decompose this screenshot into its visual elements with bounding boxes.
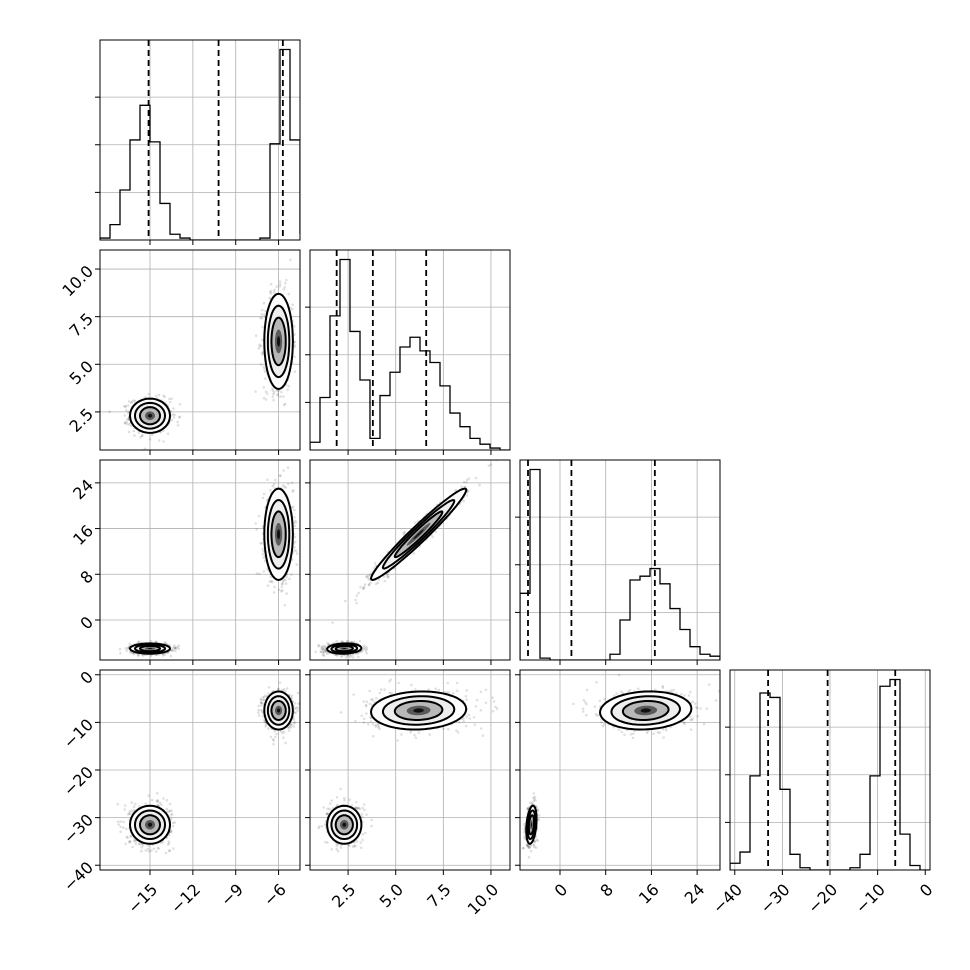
panel-frame — [99, 669, 301, 871]
panel-3-3: −40 −30 −20 −10 0 — [709, 669, 937, 917]
gridlines — [520, 670, 720, 870]
panel-1-1 — [305, 249, 511, 455]
panel-frame — [519, 459, 721, 661]
contour-level — [342, 648, 347, 650]
gridlines — [100, 40, 300, 240]
density-contours — [128, 690, 294, 845]
histogram-step — [730, 678, 930, 870]
panel-frame — [99, 459, 301, 661]
panel-frame — [99, 39, 301, 241]
x-tick-label: −15 — [124, 880, 161, 917]
x-tick-label: 7.5 — [423, 880, 454, 911]
y-tick-label: 10.0 — [58, 262, 97, 301]
density-contours — [128, 487, 294, 655]
x-tick-label: 16 — [635, 880, 663, 908]
density-contours — [326, 487, 468, 655]
contour-level — [640, 708, 651, 713]
gridlines — [310, 250, 510, 450]
y-tick-label: −10 — [60, 715, 97, 752]
y-tick-label: 16 — [69, 521, 97, 549]
panel-2-2 — [515, 459, 721, 665]
x-tick-label: 0 — [551, 880, 572, 901]
contour-level — [413, 529, 424, 540]
panel-0-0 — [95, 39, 301, 245]
contour-level — [147, 413, 153, 418]
scatter-points — [314, 460, 498, 659]
panel-frame — [99, 249, 301, 451]
panel-frame — [729, 669, 931, 871]
panel-frame — [309, 459, 511, 661]
y-tick-label: −30 — [60, 810, 97, 847]
panel-frame — [309, 669, 511, 871]
contour-level — [530, 822, 532, 827]
y-tick-label: −40 — [60, 858, 97, 895]
gridlines — [730, 670, 930, 870]
contour-level — [277, 708, 281, 713]
density-contours — [326, 690, 468, 845]
panel-1-0: 2.5 5.0 7.5 10.0 — [58, 249, 301, 455]
x-tick-label: 24 — [681, 880, 709, 908]
y-tick-label: 5.0 — [66, 357, 97, 388]
x-tick-label: 8 — [596, 880, 617, 901]
panel-frame — [309, 249, 511, 451]
panel-frame — [519, 669, 721, 871]
contour-level — [413, 708, 424, 713]
panel-2-1 — [305, 459, 511, 665]
panel-3-1: 2.5 5.0 7.5 10.0 — [305, 669, 511, 919]
contour-level — [277, 529, 281, 540]
y-tick-label: 8 — [76, 567, 97, 588]
x-tick-label: −40 — [709, 880, 746, 917]
x-tick-label: 10.0 — [464, 880, 503, 919]
contour-level — [147, 822, 153, 827]
x-tick-label: −10 — [852, 880, 889, 917]
panel-3-2: 0 8 16 24 — [515, 669, 721, 908]
y-tick-label: 24 — [69, 475, 97, 503]
x-tick-label: 5.0 — [376, 880, 407, 911]
histogram-step — [100, 48, 300, 240]
contour-level — [342, 822, 347, 827]
x-tick-label: −6 — [260, 880, 290, 910]
y-tick-label: 0 — [76, 613, 97, 634]
histogram-step — [310, 258, 510, 450]
x-tick-label: −12 — [167, 880, 204, 917]
gridlines — [310, 460, 510, 660]
panel-2-0: 0 8 16 24 — [69, 459, 301, 665]
contour-level — [147, 648, 153, 650]
histogram-step — [520, 468, 720, 660]
density-contours — [525, 690, 693, 845]
x-tick-label: −9 — [217, 880, 247, 910]
panel-3-0: −40 −30 −20 −10 0 −15 −12 −9 −6 — [60, 667, 301, 917]
y-tick-label: −20 — [60, 763, 97, 800]
gridlines — [520, 460, 720, 660]
density-contours — [128, 292, 294, 434]
x-tick-label: −30 — [756, 880, 793, 917]
y-tick-label: 7.5 — [66, 309, 97, 340]
x-tick-label: 2.5 — [328, 880, 359, 911]
y-tick-label: 2.5 — [66, 404, 97, 435]
y-tick-label: 0 — [76, 667, 97, 688]
x-tick-label: 0 — [916, 880, 937, 901]
x-tick-label: −20 — [804, 880, 841, 917]
contour-level — [277, 336, 281, 347]
